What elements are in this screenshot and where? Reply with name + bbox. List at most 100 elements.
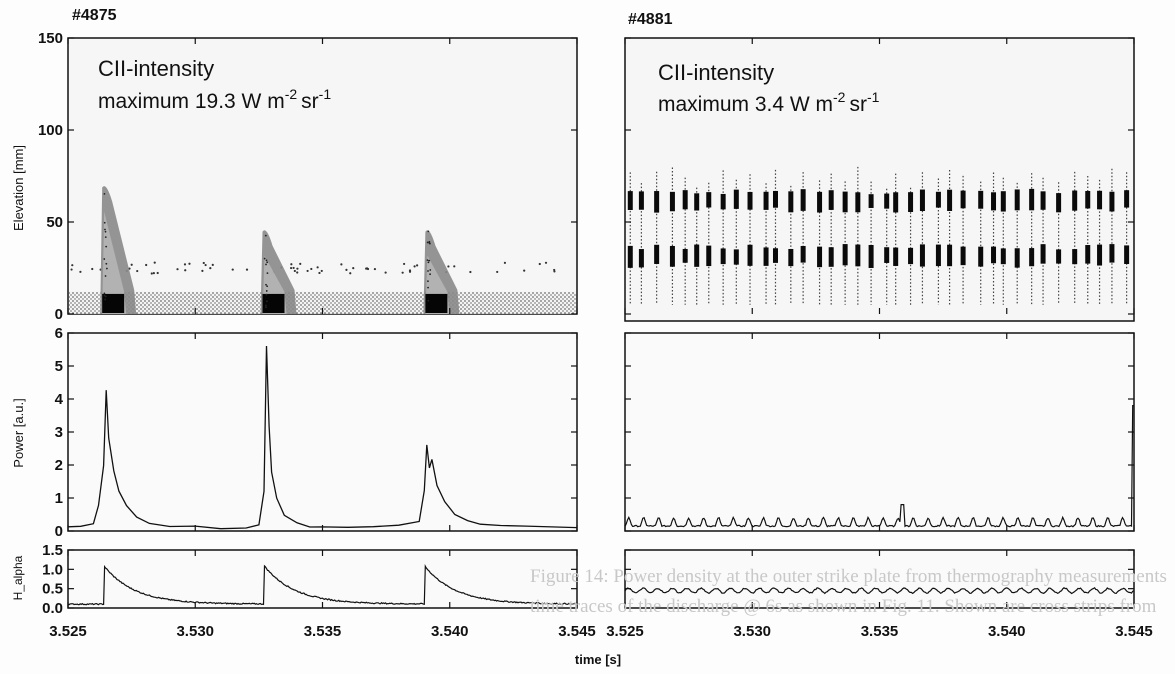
y-elevation-label: 50	[46, 214, 63, 231]
cii-left-sparse-dot	[365, 267, 369, 270]
cii-left-burst-speck	[105, 262, 108, 265]
cii-right-stripe-dense	[884, 193, 890, 209]
cii-left-burst-speck	[265, 283, 267, 286]
panel-power-left-frame	[67, 332, 578, 532]
cii-left-burst-speck	[428, 242, 431, 245]
cii-left-sparse-dot	[156, 271, 159, 275]
cii-left-burst-speck	[265, 259, 268, 262]
cii-left-sparse-dot	[211, 263, 214, 266]
cii-right-stripe-dense	[733, 249, 739, 265]
y-elevation-label: 100	[38, 122, 63, 139]
cii-right-stripe-dense	[1040, 244, 1046, 264]
y-halpha-label: 1.0	[42, 561, 63, 578]
cii-right-stripe-dense	[1124, 190, 1130, 208]
cii-left-sparse-dot	[245, 268, 249, 271]
cii-right-stripe-dense	[747, 191, 753, 210]
cii-right-stripe-dense	[720, 193, 726, 210]
cii-left-burst-speck	[265, 263, 267, 266]
cii-left-sparse-dot	[145, 263, 148, 267]
cii-left-burst-speck	[429, 269, 432, 271]
y-tick-labels: 0 50 100 150 0 1 2 3 4 5 6 0.0 0.5 1.0 1.5	[38, 30, 1134, 617]
cii-right-stripe-dense	[788, 191, 794, 213]
cii-right-title: CII-intensity	[658, 60, 774, 85]
cii-right-stripe-dense	[772, 248, 778, 263]
cii-left-sparse-dot	[345, 268, 348, 271]
cii-left-sparse-dot	[320, 269, 323, 273]
cii-left-sparse-dot	[553, 268, 556, 272]
cii-left-sparse-dot	[416, 264, 419, 267]
cii-right-stripe-dense	[978, 190, 984, 209]
cii-left-burst-speck	[428, 259, 431, 262]
cii-right-stripe-dense	[763, 247, 769, 266]
cii-right-stripe-dense	[1072, 190, 1078, 211]
cii-left-sparse-dot	[373, 267, 377, 271]
x-tick-label: 3.530	[733, 623, 771, 640]
y-elevation-label: 150	[38, 30, 63, 47]
cii-left-sparse-dot	[290, 263, 293, 266]
cii-left-burst-speck	[427, 286, 429, 289]
cii-right-stripe-dense	[935, 191, 941, 208]
cii-right-stripe-dense	[763, 191, 769, 210]
cii-right-stripe-dense	[1014, 248, 1020, 268]
cii-right-stripe-dense	[772, 190, 778, 208]
halpha-left-marks	[67, 563, 578, 606]
cii-left-burst-speck	[265, 293, 268, 296]
cii-left-sparse-dot	[496, 270, 499, 274]
cii-left-max-text: maximum 19.3 W m	[98, 90, 285, 113]
cii-right-stripe-dense	[868, 245, 874, 268]
cii-right-stripe-dense	[1085, 245, 1091, 264]
panel-cii-left: CII-intensity maximum 19.3 W m-2 sr-1	[67, 37, 578, 315]
cii-right-stripe-dense	[884, 247, 890, 263]
caption-line-1: Figure 14: Power density at the outer st…	[530, 566, 1167, 587]
cii-left-burst-speck	[104, 236, 107, 239]
cii-left-burst-speck	[104, 228, 106, 231]
cii-left-sparse-dot	[299, 262, 302, 265]
cii-left-burst-speck	[104, 275, 107, 277]
ylabel-halpha: H_alpha	[11, 555, 25, 600]
x-tick-label: 3.545	[1115, 623, 1153, 640]
x-tick-label: 3.535	[861, 623, 899, 640]
cii-right-stripe-dense	[828, 247, 834, 267]
cii-right-stripe-dense	[1014, 189, 1020, 211]
cii-left-burst-speck	[104, 230, 107, 233]
cii-right-stripe-dense	[747, 244, 753, 266]
cii-left-burst-speck	[427, 299, 430, 302]
cii-right-stripe-dense	[908, 247, 914, 265]
y-power-label: 1	[55, 490, 63, 507]
cii-right-stripe-dense	[1040, 191, 1046, 210]
halpha-right-series	[624, 586, 1135, 595]
cii-left-burst-core	[102, 293, 125, 313]
cii-left-burst-speck	[266, 261, 269, 264]
cii-left-burst-speck	[266, 285, 269, 288]
halpha-left-series	[67, 563, 578, 606]
cii-left-burst-speck	[103, 221, 106, 224]
cii-left-burst-speck	[105, 245, 108, 248]
cii-left-sparse-dot	[136, 269, 139, 273]
cii-left-sparse-dot	[401, 271, 404, 274]
cii-left-sparse-dot	[70, 268, 73, 271]
cii-left-sparse-dot	[153, 261, 156, 264]
cii-left-max-sr: sr	[301, 90, 319, 113]
cii-right-stripe-dense	[720, 248, 726, 265]
panel-halpha-left	[67, 549, 578, 609]
cii-left-sparse-dot	[413, 265, 416, 268]
caption-line-2: time traces of the discharge @ 6s as sho…	[530, 596, 1157, 617]
cii-right-stripe-dense	[817, 191, 823, 213]
cii-left-sparse-dot	[340, 263, 343, 266]
x-tick-label: 3.530	[176, 623, 214, 640]
cii-right-stripe-dense	[1000, 191, 1006, 212]
cii-right-stripe-dense	[706, 192, 712, 208]
cii-left-sparse-dot	[201, 269, 204, 273]
cii-right-stripe-dense	[817, 246, 823, 268]
cii-right-stripe-dense	[947, 244, 953, 267]
cii-right-stripe-dense	[654, 244, 660, 264]
cii-left-sparse-dot	[296, 271, 299, 274]
cii-left-burst-plume-light	[102, 211, 127, 314]
ylabel-power: Power [a.u.]	[11, 398, 26, 467]
cii-left-sparse-dot	[403, 262, 406, 266]
y-power-label: 0	[55, 523, 63, 540]
cii-right-stripe-dense	[694, 244, 700, 267]
cii-left-burst-speck	[103, 192, 106, 195]
cii-left-sparse-dot	[469, 270, 472, 274]
halpha-right-marks	[624, 586, 1135, 595]
